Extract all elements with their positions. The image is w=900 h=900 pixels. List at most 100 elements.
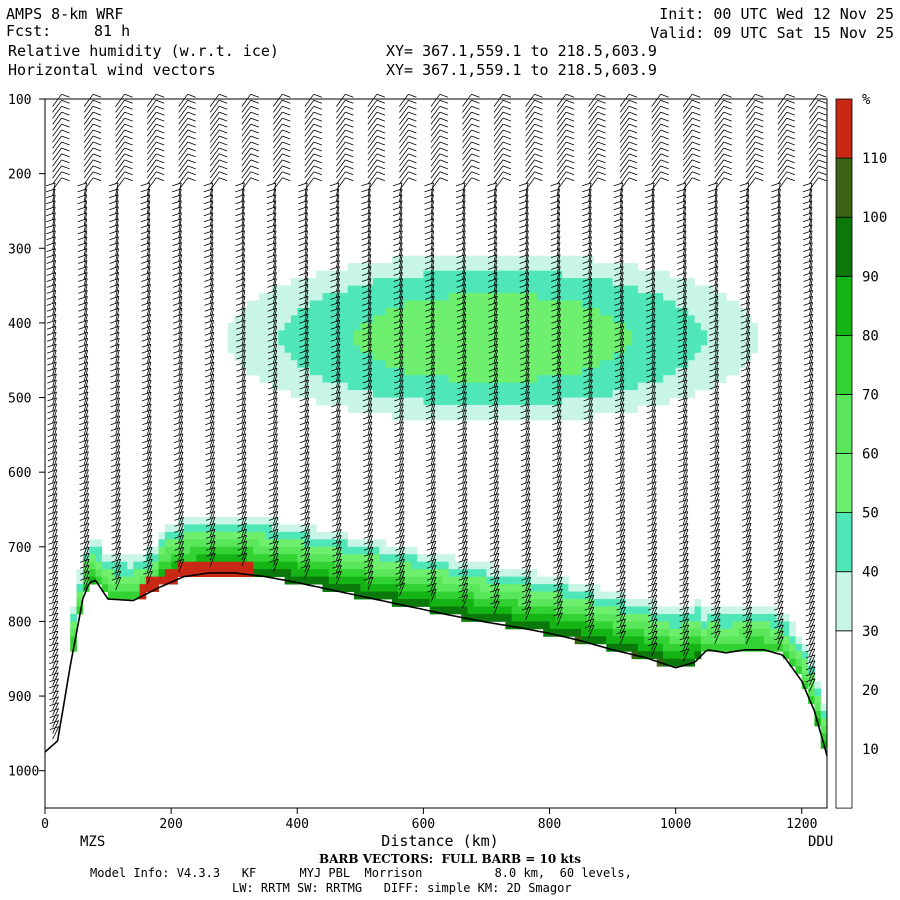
rh-cell (669, 285, 677, 294)
rh-cell (530, 307, 538, 316)
rh-cell (801, 658, 809, 667)
rh-cell (530, 404, 538, 413)
wind-barb-flag (109, 200, 119, 205)
rh-cell (681, 330, 689, 339)
wind-barb-flag (173, 367, 183, 372)
wind-barb-flag (172, 319, 183, 324)
rh-cell (599, 352, 607, 361)
wind-barb-flag (174, 540, 184, 545)
wind-barb (367, 123, 378, 137)
rh-cell (782, 613, 790, 622)
rh-cell (265, 516, 273, 525)
rh-cell (644, 300, 651, 309)
rh-cell (82, 576, 90, 585)
rh-cell (234, 531, 241, 540)
wind-barb-flag (488, 284, 498, 288)
rh-cell (246, 546, 254, 555)
rh-cell (700, 643, 708, 652)
rh-cell (410, 584, 418, 592)
rh-cell (227, 516, 235, 525)
wind-barb-flag (534, 147, 543, 152)
wind-barb-flag (520, 427, 530, 432)
rh-cell (625, 307, 632, 316)
rh-cell (631, 300, 639, 309)
wind-barb-flag (394, 487, 405, 491)
rh-cell (309, 367, 317, 376)
rh-cell (404, 367, 412, 376)
wind-barb-flag (425, 343, 435, 348)
rh-cell (372, 263, 380, 272)
rh-cell (240, 330, 248, 339)
wind-barb-flag (142, 415, 152, 420)
wind-barb-flag (363, 546, 373, 551)
rh-cell (417, 285, 424, 294)
rh-cell (423, 315, 431, 324)
rh-cell (719, 337, 727, 346)
wind-barb-flag (330, 266, 340, 270)
rh-cell (606, 636, 613, 645)
rh-cell (486, 606, 494, 615)
rh-cell (549, 330, 557, 339)
wind-barb-flag (174, 529, 184, 533)
rh-cell (297, 524, 304, 533)
rh-cell (700, 322, 708, 331)
rh-cell (284, 300, 292, 309)
wind-barb-flag (457, 481, 468, 485)
rh-cell (574, 360, 582, 369)
rh-cell (101, 569, 109, 578)
rh-cell (347, 397, 355, 406)
wind-barb (241, 553, 248, 567)
wind-barb-flag (250, 117, 259, 122)
wind-barb-flag (408, 105, 417, 110)
rh-cell (593, 285, 601, 294)
wind-barb-flag (298, 248, 308, 252)
rh-cell (637, 345, 645, 354)
wind-barb-flag (487, 242, 498, 246)
rh-cell (467, 263, 475, 272)
wind-barb-flag (520, 415, 530, 420)
wind-barb-flag (456, 224, 466, 229)
rh-cell (467, 270, 475, 279)
wind-barb-flag (489, 511, 499, 515)
wind-barb-flag (534, 123, 543, 128)
wind-barb (367, 165, 378, 179)
rh-cell (366, 367, 374, 376)
rh-cell (316, 554, 323, 563)
rh-cell (253, 322, 260, 331)
rh-cell (587, 613, 595, 622)
wind-barb-flag (110, 385, 120, 390)
wind-barb-flag (439, 165, 449, 170)
rh-cell (593, 278, 601, 286)
wind-barb (304, 135, 315, 149)
rh-cell (290, 539, 298, 548)
wind-barb-flag (455, 200, 466, 205)
rh-cell (436, 352, 443, 361)
wind-barb-flag (111, 523, 121, 527)
rh-cell (360, 546, 368, 555)
rh-cell (309, 546, 317, 555)
wind-barb-flag (363, 469, 373, 473)
rh-cell (618, 270, 626, 279)
rh-cell (423, 554, 431, 563)
wind-barb-flag (110, 451, 121, 456)
wind-barb-flag (282, 129, 291, 134)
wind-barb-flag (79, 558, 90, 563)
wind-barb-flag (48, 576, 58, 581)
rh-cell (656, 300, 664, 309)
rh-cell (467, 613, 475, 622)
wind-barb (272, 153, 283, 167)
wind-barb-flag (425, 373, 435, 378)
rh-cell (429, 270, 437, 279)
wind-barb-flag (109, 290, 120, 294)
wind-barb-flag (393, 331, 404, 336)
rh-cell (517, 278, 525, 286)
rh-cell (480, 412, 487, 421)
wind-barb-flag (142, 409, 152, 414)
rh-cell (265, 546, 273, 555)
wind-barb-flag (79, 427, 89, 432)
wind-barb-flag (534, 153, 543, 158)
rh-cell (410, 382, 418, 391)
rh-cell (448, 307, 456, 316)
wind-barb-flag (267, 242, 277, 246)
wind-barb-flag (78, 361, 88, 366)
